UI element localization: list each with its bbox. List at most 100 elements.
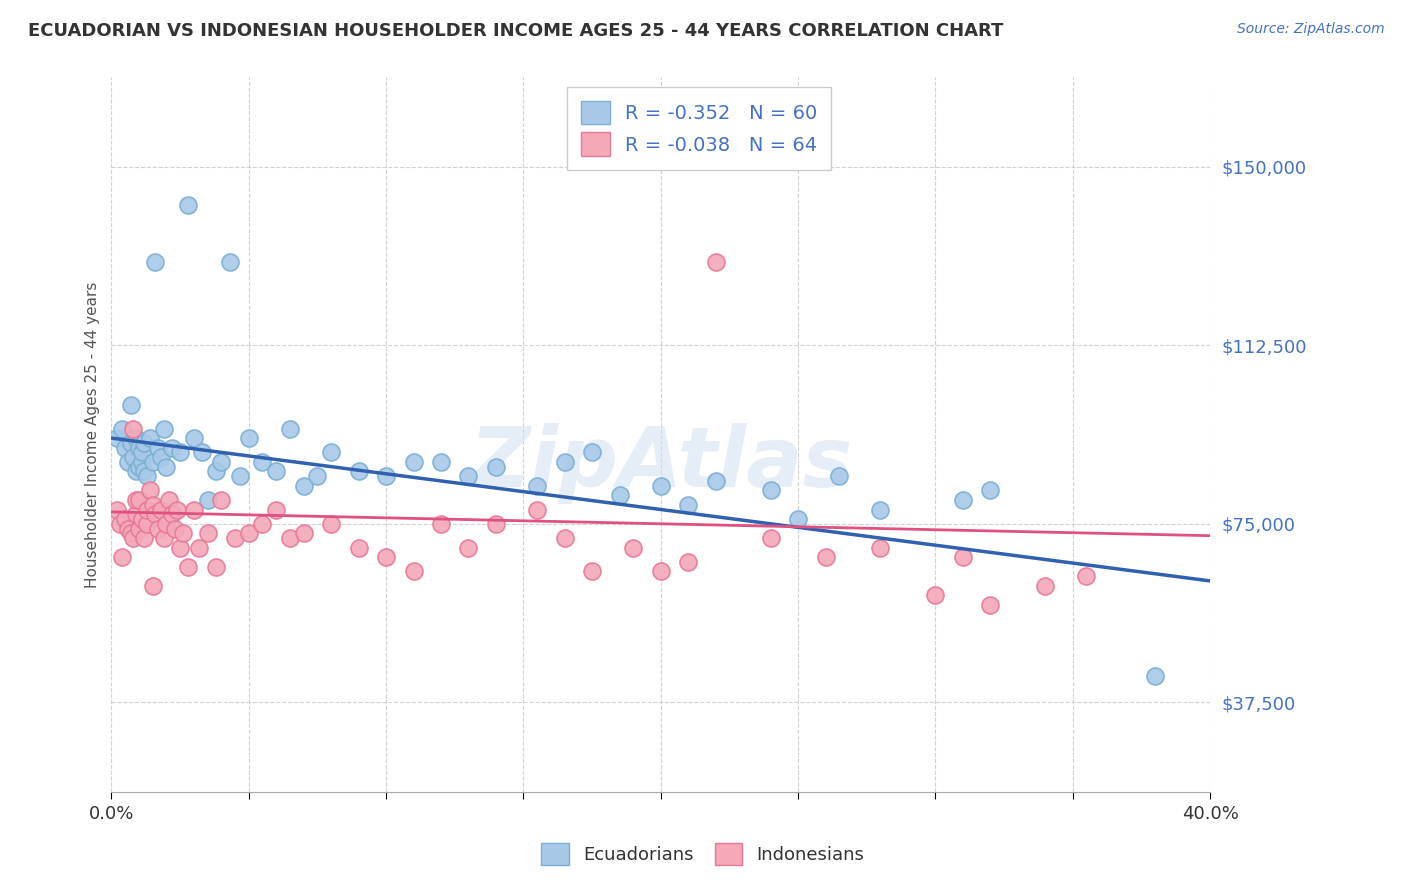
Point bbox=[209, 493, 232, 508]
Point bbox=[128, 441, 150, 455]
Point bbox=[105, 502, 128, 516]
Point bbox=[229, 469, 252, 483]
Point bbox=[188, 541, 211, 555]
Point bbox=[526, 479, 548, 493]
Point bbox=[142, 579, 165, 593]
Point bbox=[122, 450, 145, 464]
Point bbox=[650, 565, 672, 579]
Point bbox=[149, 450, 172, 464]
Point bbox=[166, 502, 188, 516]
Point bbox=[869, 541, 891, 555]
Point bbox=[554, 531, 576, 545]
Point bbox=[554, 455, 576, 469]
Point bbox=[136, 469, 159, 483]
Point bbox=[163, 522, 186, 536]
Point bbox=[125, 508, 148, 522]
Point bbox=[869, 502, 891, 516]
Point bbox=[759, 531, 782, 545]
Point bbox=[609, 488, 631, 502]
Point bbox=[621, 541, 644, 555]
Point bbox=[526, 502, 548, 516]
Point bbox=[152, 421, 174, 435]
Point bbox=[131, 455, 153, 469]
Point bbox=[581, 445, 603, 459]
Point bbox=[704, 255, 727, 269]
Point bbox=[1076, 569, 1098, 583]
Point bbox=[134, 531, 156, 545]
Point bbox=[139, 483, 162, 498]
Point bbox=[787, 512, 810, 526]
Legend: Ecuadorians, Indonesians: Ecuadorians, Indonesians bbox=[533, 834, 873, 874]
Point bbox=[347, 464, 370, 478]
Point bbox=[264, 502, 287, 516]
Point bbox=[676, 555, 699, 569]
Point bbox=[375, 469, 398, 483]
Point bbox=[111, 550, 134, 565]
Point bbox=[204, 559, 226, 574]
Point bbox=[814, 550, 837, 565]
Point bbox=[169, 445, 191, 459]
Point bbox=[143, 255, 166, 269]
Point bbox=[146, 522, 169, 536]
Point bbox=[169, 541, 191, 555]
Point bbox=[111, 421, 134, 435]
Point bbox=[128, 493, 150, 508]
Point bbox=[125, 431, 148, 445]
Point bbox=[952, 550, 974, 565]
Point bbox=[155, 459, 177, 474]
Point bbox=[264, 464, 287, 478]
Point bbox=[209, 455, 232, 469]
Text: ZipAtlas: ZipAtlas bbox=[470, 423, 852, 504]
Point bbox=[485, 459, 508, 474]
Point bbox=[952, 493, 974, 508]
Point bbox=[105, 431, 128, 445]
Text: ECUADORIAN VS INDONESIAN HOUSEHOLDER INCOME AGES 25 - 44 YEARS CORRELATION CHART: ECUADORIAN VS INDONESIAN HOUSEHOLDER INC… bbox=[28, 22, 1004, 40]
Point bbox=[218, 255, 240, 269]
Point bbox=[134, 435, 156, 450]
Point bbox=[979, 483, 1001, 498]
Point bbox=[1144, 669, 1167, 683]
Point bbox=[183, 431, 205, 445]
Point bbox=[307, 469, 329, 483]
Point bbox=[828, 469, 851, 483]
Point bbox=[375, 550, 398, 565]
Point bbox=[704, 474, 727, 488]
Point bbox=[128, 522, 150, 536]
Point bbox=[160, 441, 183, 455]
Point bbox=[114, 512, 136, 526]
Point bbox=[430, 516, 453, 531]
Point bbox=[142, 455, 165, 469]
Point bbox=[278, 531, 301, 545]
Point bbox=[238, 431, 260, 445]
Point bbox=[238, 526, 260, 541]
Y-axis label: Householder Income Ages 25 - 44 years: Householder Income Ages 25 - 44 years bbox=[86, 281, 100, 588]
Point bbox=[136, 516, 159, 531]
Point bbox=[183, 502, 205, 516]
Point bbox=[108, 516, 131, 531]
Point bbox=[676, 498, 699, 512]
Point bbox=[321, 445, 343, 459]
Point bbox=[485, 516, 508, 531]
Point bbox=[191, 445, 214, 459]
Point bbox=[1033, 579, 1056, 593]
Point bbox=[125, 464, 148, 478]
Point bbox=[402, 565, 425, 579]
Point bbox=[142, 498, 165, 512]
Point bbox=[122, 531, 145, 545]
Point bbox=[204, 464, 226, 478]
Point bbox=[139, 431, 162, 445]
Point bbox=[278, 421, 301, 435]
Point bbox=[172, 526, 194, 541]
Point bbox=[128, 459, 150, 474]
Point bbox=[581, 565, 603, 579]
Point bbox=[430, 455, 453, 469]
Point bbox=[197, 493, 219, 508]
Point bbox=[149, 502, 172, 516]
Point bbox=[252, 516, 274, 531]
Point bbox=[177, 559, 200, 574]
Point bbox=[157, 493, 180, 508]
Point bbox=[136, 502, 159, 516]
Point bbox=[134, 464, 156, 478]
Point bbox=[457, 541, 479, 555]
Point bbox=[347, 541, 370, 555]
